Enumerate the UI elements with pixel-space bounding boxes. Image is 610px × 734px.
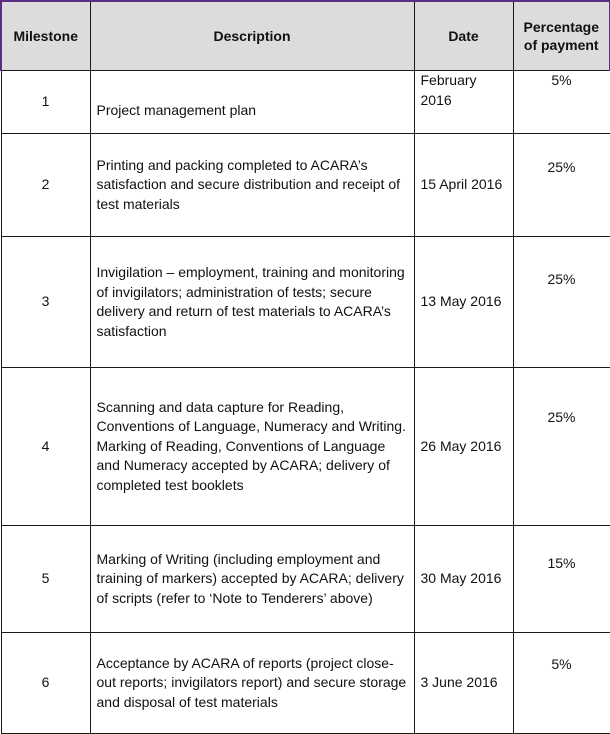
- milestone-description: Scanning and data capture for Reading, C…: [89, 367, 415, 526]
- milestone-date: 13 May 2016: [413, 236, 514, 368]
- milestone-percentage: 25%: [512, 367, 610, 526]
- milestone-percentage: 15%: [512, 525, 610, 633]
- table-row: 1 Project management plan February 2016 …: [0, 70, 610, 134]
- milestone-date: 26 May 2016: [413, 367, 514, 526]
- milestone-number: 5: [0, 525, 91, 633]
- header-date: Date: [413, 0, 514, 71]
- milestone-description: Acceptance by ACARA of reports (project …: [89, 632, 415, 734]
- milestone-number: 2: [0, 133, 91, 237]
- milestone-percentage: 5%: [512, 632, 610, 734]
- milestone-percentage: 25%: [512, 133, 610, 237]
- milestone-description: Printing and packing completed to ACARA’…: [89, 133, 415, 237]
- table-header: Milestone Description Date Percentage of…: [0, 0, 610, 71]
- milestone-description: Project management plan: [89, 70, 415, 134]
- table-row: 5 Marking of Writing (including employme…: [0, 525, 610, 633]
- table-row: 3 Invigilation – employment, training an…: [0, 236, 610, 368]
- milestone-number: 1: [0, 70, 91, 134]
- milestone-date: February 2016: [413, 70, 514, 134]
- milestone-description: Marking of Writing (including employment…: [89, 525, 415, 633]
- milestone-date: 15 April 2016: [413, 133, 514, 237]
- milestone-date: 3 June 2016: [413, 632, 514, 734]
- header-row: Milestone Description Date Percentage of…: [0, 0, 610, 71]
- table-row: 4 Scanning and data capture for Reading,…: [0, 367, 610, 526]
- table-row: 6 Acceptance by ACARA of reports (projec…: [0, 632, 610, 734]
- header-milestone: Milestone: [0, 0, 91, 71]
- milestone-number: 3: [0, 236, 91, 368]
- milestone-percentage: 25%: [512, 236, 610, 368]
- milestone-percentage: 5%: [512, 70, 610, 134]
- header-description: Description: [89, 0, 415, 71]
- header-percentage: Percentage of payment: [512, 0, 610, 71]
- milestone-description: Invigilation – employment, training and …: [89, 236, 415, 368]
- table-row: 2 Printing and packing completed to ACAR…: [0, 133, 610, 237]
- milestone-number: 4: [0, 367, 91, 526]
- table-body: 1 Project management plan February 2016 …: [0, 70, 610, 734]
- milestone-number: 6: [0, 632, 91, 734]
- milestone-date: 30 May 2016: [413, 525, 514, 633]
